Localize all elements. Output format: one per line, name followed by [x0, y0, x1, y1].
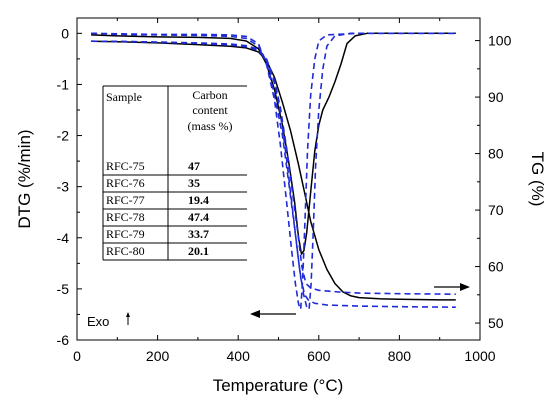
carbon-content-table: Sample Carbon content (mass %) RFC-75 47R… — [102, 85, 247, 261]
right-axis-arrow-icon — [434, 283, 470, 291]
table-cell-sample: RFC-79 — [106, 227, 145, 241]
table-cell-carbon: 35 — [188, 176, 200, 190]
table-cell-sample: RFC-78 — [106, 210, 145, 224]
y-left-tick-label: -3 — [57, 179, 70, 195]
y-left-tick-label: -6 — [57, 332, 70, 348]
table-cell-sample: RFC-76 — [106, 176, 145, 190]
x-tick-label: 1000 — [464, 348, 495, 364]
y-right-tick-label: 70 — [488, 202, 504, 218]
dashed-tg-curve-5 — [91, 40, 456, 295]
y-left-tick-label: -4 — [57, 230, 70, 246]
solid-dtg-curve-0 — [91, 32, 456, 255]
x-axis-title: Temperature (°C) — [213, 376, 344, 395]
left-axis-arrow-icon — [250, 310, 296, 318]
table-cell-carbon: 47 — [188, 159, 200, 173]
y-right-tick-label: 50 — [488, 315, 504, 331]
series-layer — [91, 32, 456, 311]
table-cell-carbon: 47.4 — [188, 210, 209, 224]
table-cell-sample: RFC-80 — [106, 244, 145, 258]
y-right-tick-label: 90 — [488, 89, 504, 105]
x-axis-ticks: 0 200 400 600 800 1000 — [73, 335, 496, 364]
y-right-tick-label: 60 — [488, 259, 504, 275]
y-left-tick-label: -2 — [57, 128, 70, 144]
y-left-tick-label: -1 — [57, 76, 70, 92]
y-axis-left-title: DTG (%/min) — [15, 129, 34, 228]
exo-label: Exo — [87, 314, 109, 329]
table-header-mass: (mass %) — [188, 119, 233, 133]
y-left-tick-label: 0 — [61, 25, 69, 41]
x-tick-label: 600 — [307, 348, 331, 364]
table-header-sample: Sample — [106, 90, 142, 104]
x-tick-label: 800 — [388, 348, 412, 364]
table-cell-carbon: 33.7 — [188, 227, 209, 241]
y-left-tick-label: -5 — [57, 281, 70, 297]
dashed-tg-curve-3 — [91, 40, 456, 308]
y-axis-left-ticks: 0 -1 -2 -3 -4 -5 -6 — [57, 25, 82, 348]
table-header-carbon: Carbon — [192, 88, 227, 102]
table-cell-carbon: 20.1 — [188, 244, 209, 258]
table-rows: RFC-75 47 RFC-76 35 RFC-77 19.4 RFC-78 47.4 RFC-… — [103, 159, 247, 258]
y-right-tick-label: 100 — [488, 33, 512, 49]
y-axis-right-title: TG (%) — [528, 152, 547, 207]
table-cell-sample: RFC-77 — [106, 193, 145, 207]
dashed-dtg-curve-4 — [91, 32, 456, 311]
x-axis-top-ticks — [76, 18, 481, 23]
table-header-content: content — [192, 103, 228, 117]
x-tick-label: 400 — [227, 348, 251, 364]
y-right-tick-label: 80 — [488, 146, 504, 162]
y-axis-right-ticks: 100 90 80 70 60 50 — [475, 33, 512, 331]
table-cell-carbon: 19.4 — [188, 193, 209, 207]
exo-arrow-icon — [126, 312, 130, 325]
table-cell-sample: RFC-75 — [106, 159, 145, 173]
x-tick-label: 0 — [73, 348, 81, 364]
solid-tg-curve-1 — [91, 40, 456, 301]
x-tick-label: 200 — [146, 348, 170, 364]
dashed-dtg-curve-2 — [91, 32, 456, 311]
